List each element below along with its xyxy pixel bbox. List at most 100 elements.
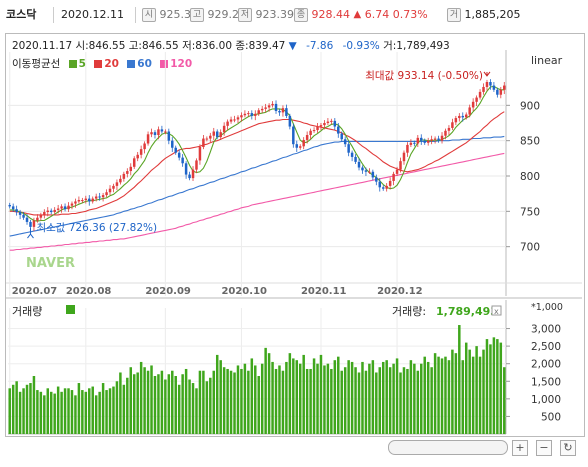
volume-value: 1,789,493	[436, 305, 498, 318]
candle-body	[105, 192, 108, 196]
separator	[135, 7, 136, 23]
high-icon: 고	[190, 8, 204, 22]
candle-body	[164, 131, 167, 133]
volume-bar	[292, 358, 295, 434]
volume-bar	[11, 384, 15, 434]
horizontal-scrollbar[interactable]	[388, 440, 508, 455]
annotations: 최대값 933.14 (-0.50%) 최소값 726.36 (27.82%)	[27, 70, 491, 239]
volume-bar	[340, 370, 343, 434]
volume-bar	[15, 381, 18, 434]
ma120-label[interactable]: 120	[170, 58, 193, 70]
volume-bar	[319, 354, 323, 434]
volume-bar	[423, 356, 426, 434]
volume-bar	[105, 390, 108, 434]
max-annotation: 최대값 933.14 (-0.50%)	[365, 70, 483, 82]
candle-body	[430, 139, 433, 141]
candle-body	[447, 127, 451, 131]
candle-body	[84, 198, 88, 201]
ma60-label[interactable]: 60	[137, 58, 152, 70]
candle-body	[215, 131, 219, 138]
volume-bar	[357, 372, 361, 434]
candle-body	[440, 135, 444, 141]
candle-body	[406, 144, 409, 153]
volume-bar	[333, 360, 337, 434]
volume-bar	[177, 384, 181, 434]
candle-body	[292, 126, 295, 145]
candle-body	[171, 140, 174, 148]
candle-body	[381, 187, 385, 189]
candle-body	[43, 212, 46, 215]
volume-bar	[18, 391, 22, 434]
date-tick-label: 2020.07	[12, 286, 58, 297]
volume-bar	[236, 365, 240, 434]
candle-body	[49, 210, 53, 213]
candle-body	[340, 133, 343, 140]
info-close-label: 종:	[235, 40, 249, 52]
volume-bar	[330, 368, 333, 434]
volume-bar	[195, 388, 198, 434]
naver-watermark: NAVER	[26, 256, 75, 271]
volume-bar	[49, 391, 53, 434]
volume-bar	[288, 353, 292, 434]
date-tick-label: 2020.10	[221, 286, 267, 297]
volume-bar	[471, 356, 475, 434]
volume-bar	[309, 368, 312, 434]
candle-body	[388, 180, 392, 186]
volume-bar	[302, 354, 305, 434]
candle-body	[475, 97, 478, 102]
candle-body	[295, 144, 299, 148]
volume-bar	[458, 325, 461, 434]
info-change: -7.86	[306, 40, 334, 52]
date-tick-label: 2020.09	[145, 286, 191, 297]
price-tick-label: 800	[520, 171, 540, 183]
volume-bar	[426, 361, 430, 434]
date-tick-label: 2020.12	[377, 286, 423, 297]
date-axis: 2020.07 2020.08 2020.09 2020.10 2020.11 2020.…	[12, 286, 423, 297]
ma5-label[interactable]: 5	[78, 58, 86, 70]
ma5-swatch[interactable]	[68, 60, 77, 68]
candle-body	[478, 91, 482, 98]
candle-body	[298, 146, 302, 148]
volume-bar	[274, 368, 278, 434]
reset-button[interactable]: ↻	[560, 440, 576, 456]
close-quote: 종 928.44 ▲ 6.74 0.73%	[294, 8, 428, 22]
candle-body	[489, 82, 492, 86]
volume-bar	[437, 356, 440, 434]
candle-body	[98, 196, 101, 198]
scale-toggle[interactable]: linear	[531, 54, 563, 67]
volume-bar	[350, 361, 354, 434]
volume-bar	[150, 365, 153, 434]
candle-body	[70, 203, 74, 206]
volume-bar	[36, 390, 39, 434]
volume-swatch	[66, 305, 75, 314]
candle-body	[60, 206, 63, 209]
volume-bar	[375, 372, 378, 434]
candle-body	[426, 140, 430, 143]
candle-body	[139, 149, 143, 155]
zoom-in-button[interactable]: +	[512, 440, 528, 456]
candle-body	[402, 152, 406, 162]
close-icon: 종	[294, 8, 308, 22]
volume-bar	[257, 376, 260, 434]
price-tick-label: 700	[520, 242, 540, 254]
candle-body	[174, 147, 177, 153]
max-arrow-icon	[483, 71, 491, 77]
volume-bar	[191, 383, 195, 434]
candle-body	[503, 85, 506, 90]
ma20-swatch[interactable]	[94, 60, 103, 68]
candle-body	[88, 198, 91, 202]
info-close: 839.47	[248, 40, 286, 52]
candle-body	[347, 144, 350, 153]
ma20-line	[9, 111, 505, 216]
zoom-out-button[interactable]: −	[536, 440, 552, 456]
volume-tick-label: 2,000	[531, 359, 561, 371]
candle-body	[323, 123, 326, 126]
volume-bar	[202, 370, 205, 434]
ma120-swatch[interactable]	[160, 60, 169, 68]
ma60-swatch[interactable]	[127, 60, 136, 68]
candle-body	[492, 85, 496, 90]
volume-bar	[160, 370, 164, 434]
ma20-label[interactable]: 20	[104, 58, 119, 70]
volume-close-icon[interactable]	[491, 305, 502, 316]
